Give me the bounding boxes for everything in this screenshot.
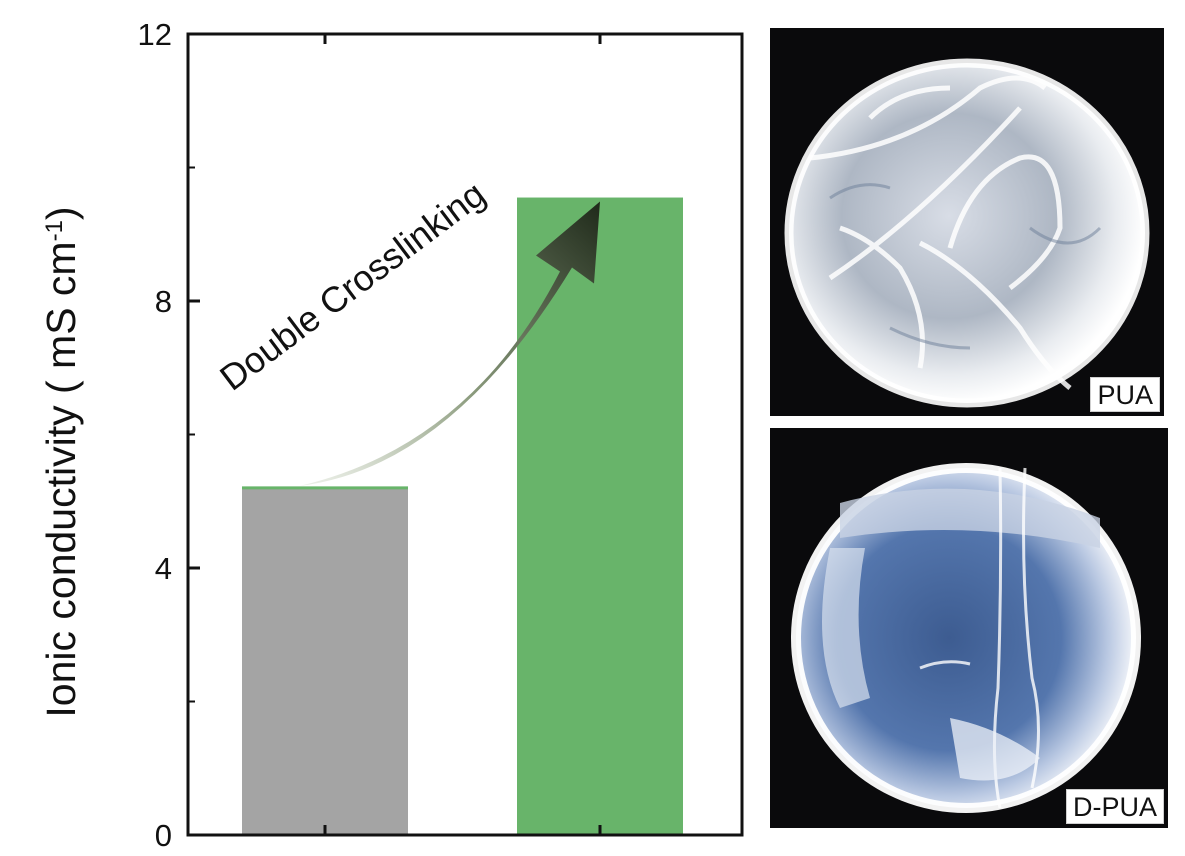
double-crosslinking-annotation: Double Crosslinking [212, 173, 492, 398]
ionic-conductivity-chart: 0 4 8 12 Ionic conductivity ( mS cm-1) Doub… [38, 17, 744, 853]
y-axis-label: Ionic conductivity ( mS cm-1) [38, 206, 84, 717]
d-pua-label: D-PUA [1065, 789, 1164, 824]
y-tick-label: 4 [155, 551, 172, 586]
pua-membrane-image [770, 28, 1164, 416]
pua-label: PUA [1090, 377, 1160, 412]
d-pua-photo: D-PUA [770, 428, 1168, 828]
d-pua-membrane-image [770, 428, 1168, 828]
arrow-shape [300, 201, 600, 486]
pua-photo: PUA [770, 28, 1164, 416]
y-tick-label: 12 [138, 17, 172, 52]
chart-canvas: 0 4 8 12 Ionic conductivity ( mS cm-1) Doub… [38, 17, 744, 853]
bar-d-pua [517, 197, 683, 836]
y-tick-label: 8 [155, 284, 172, 319]
bar-pua [242, 487, 408, 835]
double-crosslinking-arrow [300, 201, 600, 486]
y-tick-label: 0 [155, 818, 172, 853]
